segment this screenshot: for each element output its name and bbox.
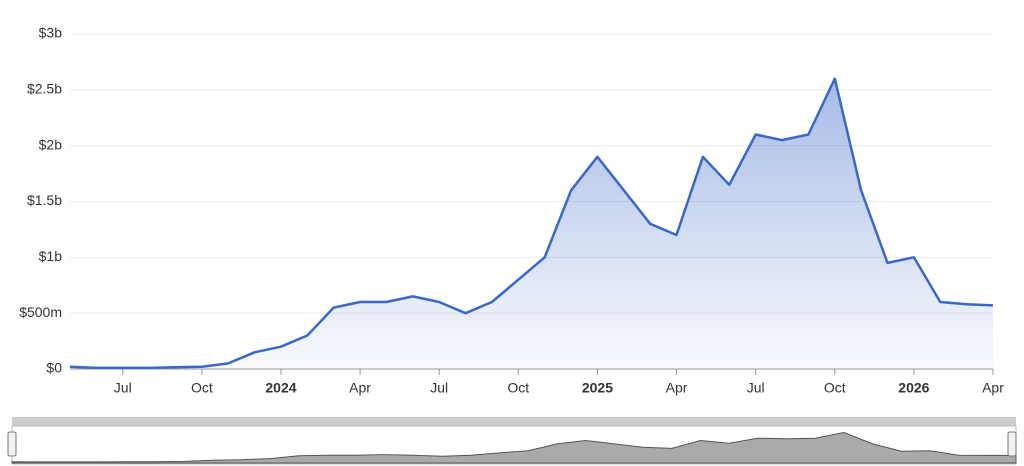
navigator-handle[interactable]	[1007, 431, 1017, 457]
x-tick-label: Jul	[747, 380, 765, 396]
x-tick-label: 2026	[898, 380, 929, 396]
y-tick-label: $2.5b	[27, 81, 62, 97]
area	[70, 78, 993, 369]
y-tick-label: $0	[46, 360, 62, 376]
x-tick-label: Apr	[982, 380, 1004, 396]
y-tick-label: $1b	[39, 248, 63, 264]
navigator-area	[11, 431, 1017, 464]
y-tick-label: $3b	[39, 25, 63, 41]
y-tick-label: $500m	[19, 304, 62, 320]
x-tick-label: 2025	[582, 380, 613, 396]
x-tick-label: Oct	[191, 380, 213, 396]
x-tick-label: Apr	[666, 380, 688, 396]
navigator-handle[interactable]	[7, 431, 17, 457]
y-tick-label: $1.5b	[27, 192, 62, 208]
line	[69, 77, 994, 370]
x-tick-label: Jul	[430, 380, 448, 396]
x-tick-label: Jul	[114, 380, 132, 396]
x-tick-label: Oct	[507, 380, 529, 396]
x-tick-label: Oct	[824, 380, 846, 396]
x-tick-label: Apr	[349, 380, 371, 396]
x-tick-label: 2024	[265, 380, 296, 396]
scrollbar[interactable]	[12, 417, 1016, 426]
y-tick-label: $2b	[39, 136, 63, 152]
